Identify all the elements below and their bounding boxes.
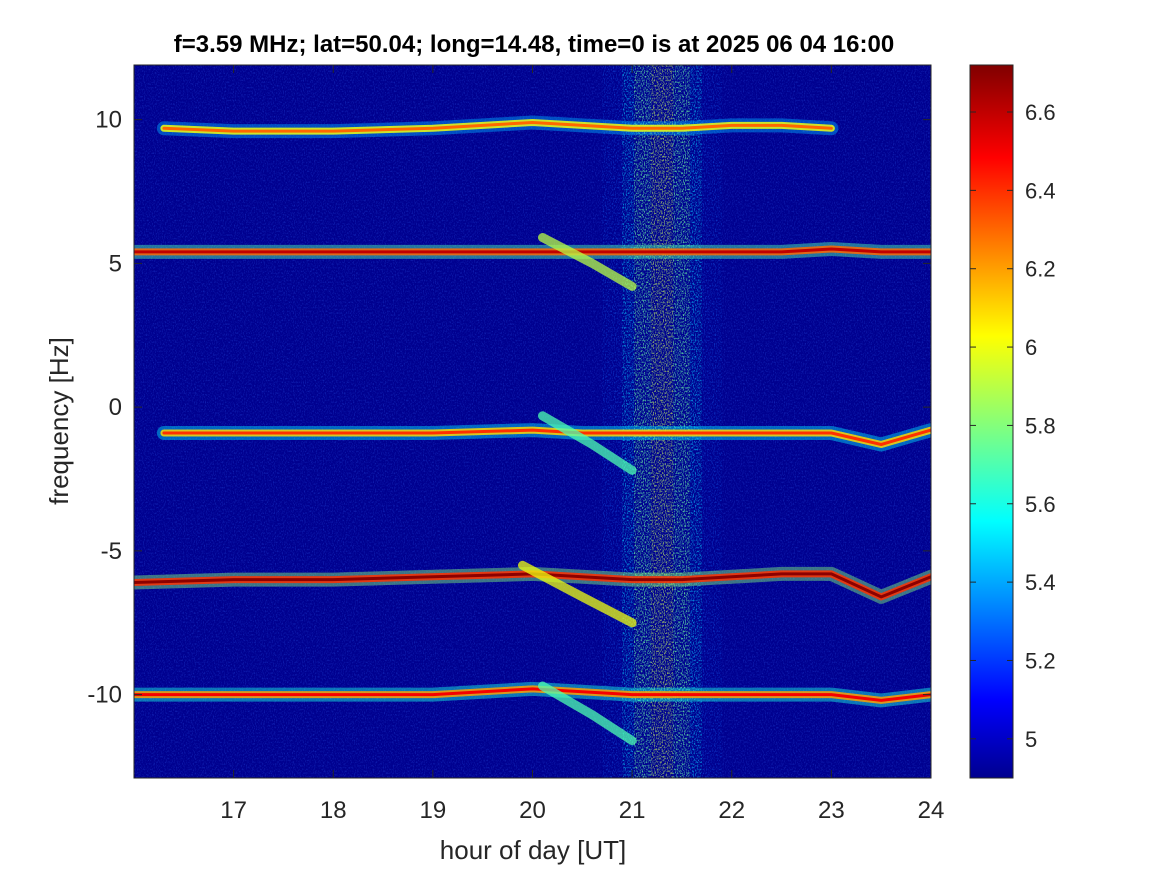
y-tick-label: -5 [101,538,122,565]
trace-core-0 [162,121,833,133]
trace-core-4 [134,687,931,702]
y-tick-label: 5 [109,250,122,277]
chart-title: f=3.59 MHz; lat=50.04; long=14.48, time=… [174,31,894,58]
colorbar-tick-label: 6 [1025,335,1037,360]
x-tick-label: 17 [220,797,247,824]
x-axis-ticks: 17 18 19 20 21 22 23 24 [220,65,944,824]
background-noise [134,65,931,778]
x-tick-label: 18 [320,797,347,824]
x-tick-label: 20 [519,797,546,824]
x-tick-label: 23 [818,797,845,824]
y-axis-label: frequency [Hz] [44,337,74,505]
colorbar: 5 5.2 5.4 5.6 5.8 6 6.2 6.4 6.6 [969,64,1056,779]
broadband-band-layer-3 [650,65,674,778]
colorbar-tick-label: 5.8 [1025,413,1056,438]
colorbar-tick-label: 5 [1025,727,1037,752]
x-tick-label: 22 [718,797,745,824]
disturbance-branch-3 [538,681,637,746]
colorbar-tick-label: 5.4 [1025,570,1056,595]
x-axis-label: hour of day [UT] [440,835,626,865]
trace-core-2 [162,428,931,446]
colorbar-tick-label: 5.2 [1025,648,1056,673]
colorbar-tick-label: 6.4 [1025,178,1056,203]
plot-area [134,65,931,778]
x-tick-label: 24 [918,797,945,824]
colorbar-tick-label: 6.2 [1025,257,1056,282]
y-tick-label: 10 [95,107,122,134]
colorbar-tick-label: 5.6 [1025,492,1056,517]
colorbar-gradient [969,64,1014,779]
disturbance-branch-2 [518,560,637,628]
x-tick-label: 19 [420,797,447,824]
trace-core-3 [134,572,931,599]
disturbance-branch-1 [538,411,637,475]
disturbance-branch-0 [538,233,637,291]
trace-core-1 [134,247,931,254]
x-tick-label: 21 [619,797,646,824]
y-tick-label: 0 [109,394,122,421]
colorbar-tick-label: 6.6 [1025,100,1056,125]
y-tick-label: -10 [87,682,122,709]
y-axis-ticks: -10 -5 0 5 10 [87,107,931,709]
